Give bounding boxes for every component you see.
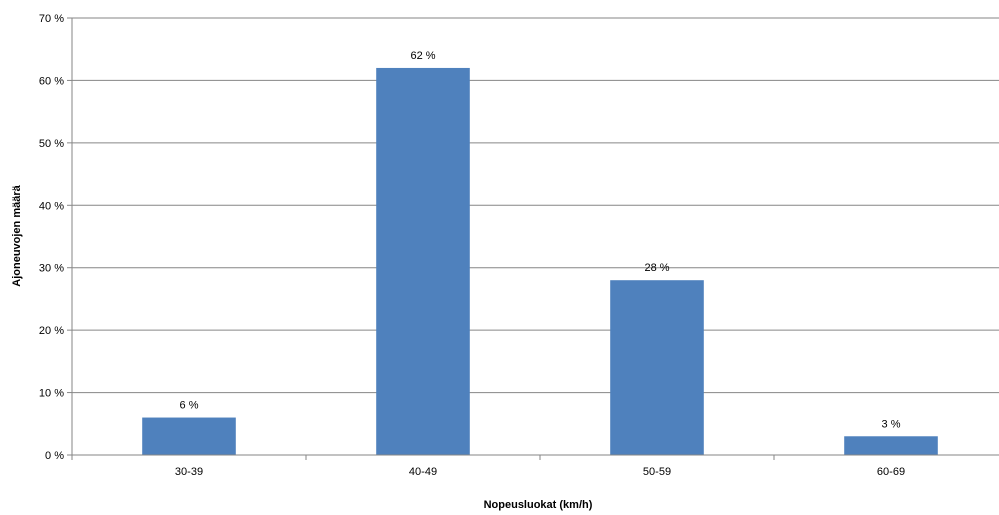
- y-tick-label: 0 %: [45, 450, 64, 462]
- y-axis-ticks: 0 % 10 % 20 % 30 % 40 % 50 % 60 % 70 %: [39, 13, 72, 462]
- y-axis-title: Ajoneuvojen määrä: [11, 184, 23, 286]
- x-tick-label: 30-39: [175, 466, 203, 478]
- bar-series: [142, 67, 938, 455]
- x-tick-label: 60-69: [877, 466, 905, 478]
- bar-value-label: 6 %: [180, 400, 199, 412]
- y-tick-label: 10 %: [39, 388, 64, 400]
- bar-value-label: 3 %: [882, 418, 901, 430]
- gridlines: [72, 17, 999, 394]
- data-labels: 6 % 62 % 28 % 3 %: [180, 50, 901, 430]
- y-tick-label: 30 %: [39, 263, 64, 275]
- bar-value-label: 28 %: [644, 262, 669, 274]
- bar-value-label: 62 %: [410, 50, 435, 62]
- y-tick-label: 40 %: [39, 200, 64, 212]
- bar: [142, 417, 236, 455]
- y-tick-label: 20 %: [39, 325, 64, 337]
- x-tick-label: 40-49: [409, 466, 437, 478]
- x-axis-title: Nopeusluokat (km/h): [484, 499, 593, 511]
- bar: [844, 436, 938, 455]
- y-tick-label: 70 %: [39, 13, 64, 25]
- x-tick-label: 50-59: [643, 466, 671, 478]
- y-tick-label: 60 %: [39, 75, 64, 87]
- bar: [610, 280, 704, 455]
- bar: [376, 67, 470, 455]
- y-tick-label: 50 %: [39, 138, 64, 150]
- x-axis-ticks: 30-39 40-49 50-59 60-69: [71, 455, 905, 478]
